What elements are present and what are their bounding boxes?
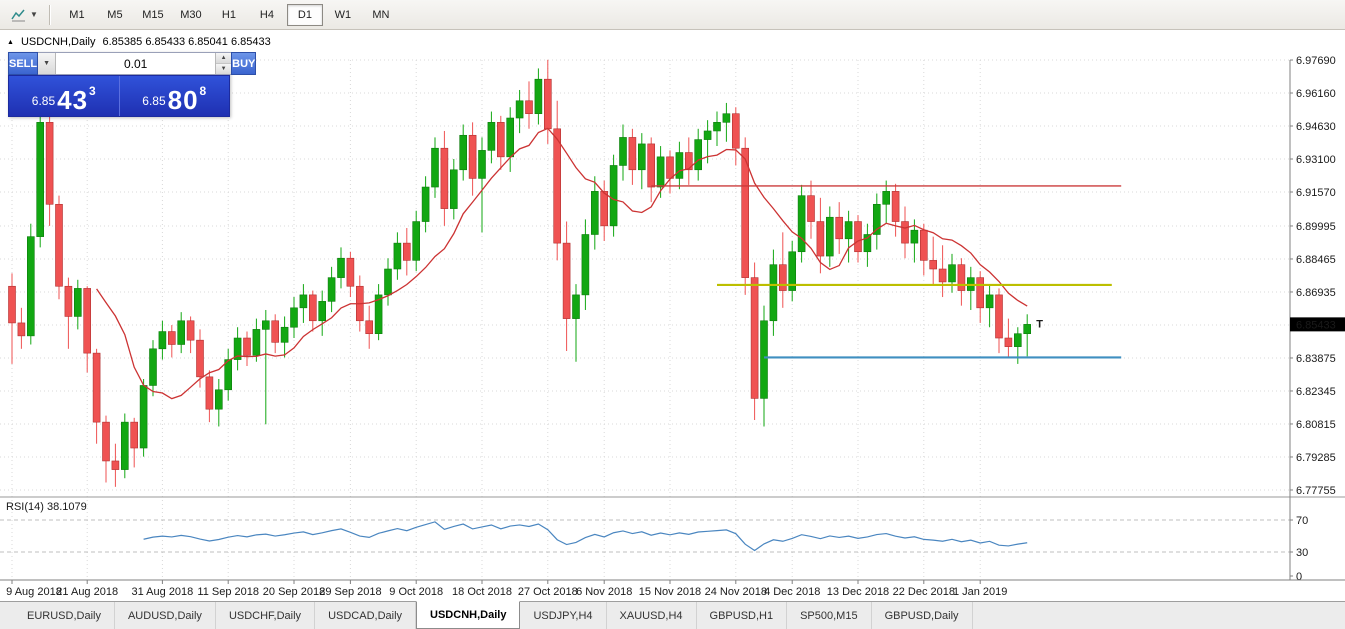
svg-text:6.93100: 6.93100 [1296,154,1336,166]
top-toolbar: ▼ M1 M5 M15 M30 H1 H4 D1 W1 MN [0,0,1345,30]
svg-text:13 Dec 2018: 13 Dec 2018 [827,586,889,598]
chart-tab-usdcad-daily[interactable]: USDCAD,Daily [315,602,417,629]
svg-text:70: 70 [1296,515,1308,527]
buy-price-prefix: 6.85 [142,94,166,108]
svg-text:27 Oct 2018: 27 Oct 2018 [518,586,578,598]
svg-text:9 Aug 2018: 9 Aug 2018 [6,586,62,598]
svg-text:0: 0 [1296,571,1302,583]
svg-text:21 Aug 2018: 21 Aug 2018 [56,586,118,598]
timeframe-button-h1[interactable]: H1 [221,8,236,21]
sell-price[interactable]: 6.85 43 3 [9,76,119,116]
svg-text:6.86935: 6.86935 [1296,287,1336,299]
rsi-label: RSI(14) 38.1079 [6,501,87,513]
chart-tab-eurusd-daily[interactable]: EURUSD,Daily [14,602,115,629]
chart-tab-sp500-m15[interactable]: SP500,M15 [787,602,872,629]
svg-text:31 Aug 2018: 31 Aug 2018 [132,586,194,598]
sell-button[interactable]: SELL [8,52,39,75]
svg-text:6.89995: 6.89995 [1296,221,1336,233]
indicators-icon [11,9,25,21]
chart-title: ▲ USDCNH,Daily 6.85385 6.85433 6.85041 6… [7,36,271,48]
timeframe-button-d1[interactable]: D1 [286,3,323,26]
chart-tab-gbpusd-daily[interactable]: GBPUSD,Daily [872,602,973,629]
svg-text:6 Nov 2018: 6 Nov 2018 [576,586,632,598]
svg-text:6.80815: 6.80815 [1296,419,1336,431]
svg-text:6.97690: 6.97690 [1296,55,1336,67]
volume-dropdown-button[interactable]: ▼ [38,53,57,74]
svg-text:6.77755: 6.77755 [1296,485,1336,497]
volume-down-icon[interactable]: ▼ [216,64,232,74]
svg-text:30: 30 [1296,547,1308,559]
rsi-indicator-pane: RSI(14) 38.1079 [0,501,1290,553]
current-price-tag [1290,317,1345,332]
moving-average-line [96,127,1028,400]
volume-up-icon[interactable]: ▲ [216,53,232,64]
volume-control: ▼ ▲ ▼ [38,52,232,75]
volume-input[interactable] [56,53,216,74]
symbol-title: USDCNH,Daily [20,36,96,48]
chart-tab-audusd-daily[interactable]: AUDUSD,Daily [115,602,216,629]
price-axis: 6.97690 6.96160 6.94630 6.93100 6.91570 6.899… [1289,55,1345,583]
timeframe-button-m1[interactable]: M1 [69,8,85,21]
sell-price-pips: 43 [57,85,89,115]
svg-text:11 Sep 2018: 11 Sep 2018 [197,586,259,598]
rsi-line [143,521,1028,552]
svg-text:6.83875: 6.83875 [1296,353,1336,365]
svg-text:9 Oct 2018: 9 Oct 2018 [389,586,443,598]
svg-text:6.96160: 6.96160 [1296,88,1336,100]
svg-text:6.85433: 6.85433 [1296,319,1336,331]
chart-tab-xauusd-h4[interactable]: XAUUSD,H4 [607,602,697,629]
candlestick-series [8,59,1032,487]
trade-marker: T [1036,318,1043,330]
chart-tab-usdcnh-daily[interactable]: USDCNH,Daily [416,601,521,629]
svg-text:29 Sep 2018: 29 Sep 2018 [319,586,381,598]
buy-price-pips: 80 [167,85,199,115]
buy-price-point: 8 [199,84,207,98]
buy-price[interactable]: 6.85 80 8 [120,76,230,116]
sell-price-point: 3 [89,84,96,98]
one-click-trading-panel: SELL ▼ ▲ ▼ BUY 6.85 43 3 6.85 80 8 [8,52,257,117]
svg-text:22 Dec 2018: 22 Dec 2018 [893,586,955,598]
trade-prices-row: 6.85 43 3 6.85 80 8 [8,75,230,117]
buy-button[interactable]: BUY [231,52,257,75]
timeframe-button-w1[interactable]: W1 [334,8,352,21]
svg-text:20 Sep 2018: 20 Sep 2018 [263,586,325,598]
timeframe-button-h4[interactable]: H4 [259,8,274,21]
svg-text:6.79285: 6.79285 [1296,452,1336,464]
svg-text:6.94630: 6.94630 [1296,121,1336,133]
trade-controls-row: SELL ▼ ▲ ▼ BUY [8,52,257,75]
timeframe-button-m30[interactable]: M30 [180,8,202,21]
chart-tools-icon[interactable]: ▼ [6,6,42,24]
svg-text:6.88465: 6.88465 [1296,254,1336,266]
svg-text:1 Jan 2019: 1 Jan 2019 [953,586,1007,598]
chart-tab-gbpusd-h1[interactable]: GBPUSD,H1 [697,602,788,629]
timeframe-button-mn[interactable]: MN [372,8,390,21]
volume-spinner: ▲ ▼ [215,53,232,74]
toolbar-separator [48,4,51,25]
timeframe-button-m15[interactable]: M15 [142,8,164,21]
timeframe-buttons: M1 M5 M15 M30 H1 H4 D1 W1 MN [58,3,400,26]
svg-text:18 Oct 2018: 18 Oct 2018 [452,586,512,598]
timeframe-button-m5[interactable]: M5 [107,8,123,21]
chart-tab-usdjpy-h4[interactable]: USDJPY,H4 [520,602,607,629]
chart-window: T RSI(14) 38.1079 6.97690 6.96160 6.94630 6.9… [0,30,1345,601]
price-divider [118,76,120,116]
ohlc-values: 6.85385 6.85433 6.85041 6.85433 [102,36,271,48]
chart-tabs-bar: EURUSD,Daily AUDUSD,Daily USDCHF,Daily USDC… [0,601,1345,629]
svg-text:6.82345: 6.82345 [1296,386,1336,398]
chart-tab-usdchf-daily[interactable]: USDCHF,Daily [216,602,316,629]
grid [0,59,1290,580]
svg-text:15 Nov 2018: 15 Nov 2018 [639,586,701,598]
chevron-down-icon: ▼ [30,10,38,19]
svg-text:4 Dec 2018: 4 Dec 2018 [764,586,820,598]
svg-text:24 Nov 2018: 24 Nov 2018 [705,586,767,598]
svg-text:6.91570: 6.91570 [1296,187,1336,199]
collapse-triangle-icon[interactable]: ▲ [7,38,14,46]
sell-price-prefix: 6.85 [31,94,56,108]
